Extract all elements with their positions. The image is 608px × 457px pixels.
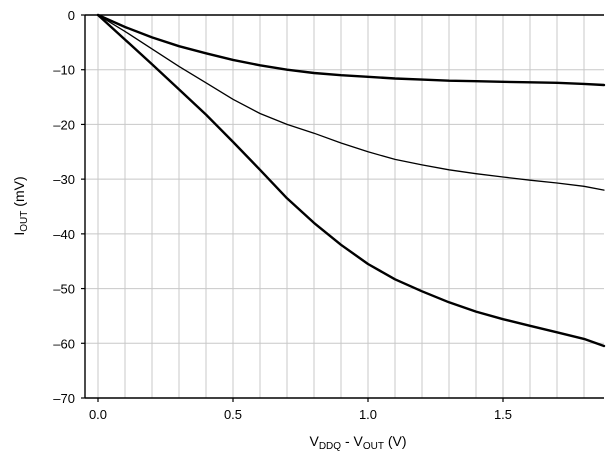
x-tick-label: 0.5 [224,407,242,422]
y-tick-label: –60 [53,336,75,351]
x-tick-label: 0.0 [89,407,107,422]
x-tick-label: 1.5 [494,407,512,422]
y-tick-label: –10 [53,63,75,78]
y-tick-label: –30 [53,172,75,187]
axes [81,14,604,402]
series-line-1 [96,13,606,87]
series-line-2 [97,14,605,191]
x-tick-label: 1.0 [359,407,377,422]
y-tick-label: –70 [53,391,75,406]
y-tick-labels: 0 –10 –20 –30 –40 –50 –60 –70 [53,8,75,406]
y-axis-title: IOUT (mV) [11,176,30,235]
series-lines [96,13,606,348]
y-tick-label: –40 [53,227,75,242]
y-tick-label: 0 [68,8,75,23]
series-line-3 [96,13,606,348]
y-tick-label: –50 [53,282,75,297]
y-tick-label: –20 [53,117,75,132]
x-tick-labels: 0.0 0.5 1.0 1.5 [89,407,512,422]
x-axis-title: VDDQ - VOUT (V) [309,433,406,452]
